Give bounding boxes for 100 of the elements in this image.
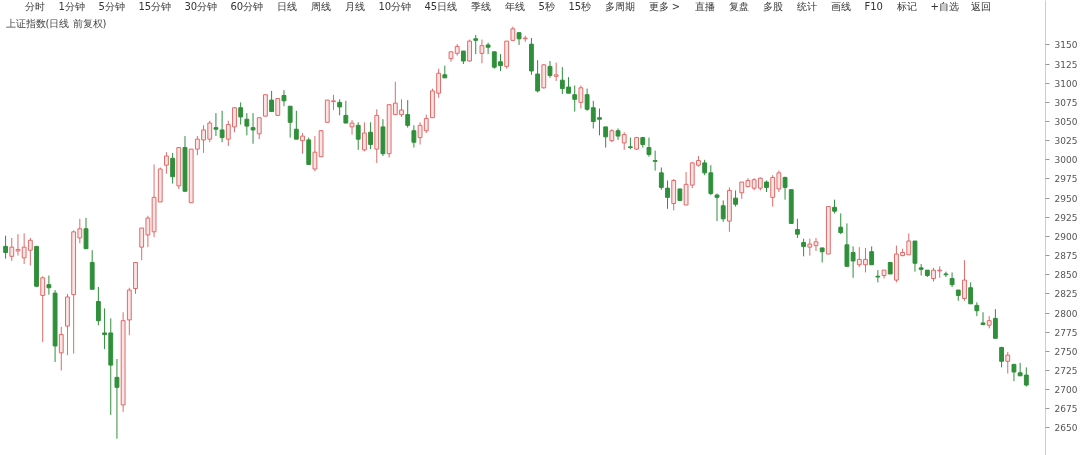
candlestick: [962, 259, 967, 302]
candlestick: [714, 193, 720, 222]
annotation: 月线: [344, 0, 365, 12]
candlestick: [213, 112, 219, 137]
candlestick: [219, 110, 225, 143]
candlestick: [3, 235, 9, 260]
candlestick: [968, 281, 974, 305]
candlestick: [671, 178, 677, 211]
y-tick-label: 2975: [1054, 174, 1078, 185]
candlestick: [58, 326, 64, 371]
candlestick: [40, 275, 46, 343]
y-tick-label: 2675: [1054, 404, 1078, 415]
y-tick-label: 2650: [1054, 423, 1078, 434]
annotation: 15分钟: [138, 0, 172, 12]
candlestick: [361, 121, 367, 152]
annotation: F10: [864, 0, 883, 12]
candlestick: [46, 274, 52, 296]
annotation: +自选: [930, 0, 959, 12]
annotation: 日线: [276, 0, 297, 12]
candlestick: [850, 245, 856, 279]
y-tick-label: 3100: [1054, 78, 1078, 89]
candlestick: [269, 90, 275, 113]
y-tick-label: 3000: [1054, 155, 1078, 166]
candlestick: [170, 152, 176, 185]
candlestick: [795, 218, 800, 239]
candlestick: [838, 212, 844, 235]
y-tick-label: 3025: [1054, 136, 1078, 147]
candlestick: [646, 137, 652, 158]
annotation: 年线: [504, 0, 525, 12]
annotation: 直播: [694, 0, 715, 12]
candlestick: [553, 62, 559, 82]
annotation: 画线: [830, 0, 851, 12]
annotation: 15秒: [568, 0, 592, 12]
y-tick-label: 2800: [1054, 308, 1078, 319]
annotation: 返回: [970, 0, 991, 12]
annotation: 更多 >: [648, 0, 681, 12]
candlestick: [992, 308, 998, 339]
y-tick-label: 2725: [1054, 365, 1078, 376]
candlestick: [485, 42, 491, 55]
annotation: 统计: [796, 0, 817, 12]
y-tick-label: 2700: [1054, 385, 1078, 396]
candlestick: [405, 99, 411, 129]
candlestick: [1011, 363, 1017, 382]
annotation: 5秒: [538, 0, 555, 12]
y-tick-label: 2825: [1054, 289, 1078, 300]
candlestick: [949, 271, 955, 288]
candlestick: [368, 121, 373, 150]
candlestick: [912, 240, 918, 273]
candlestick: [658, 166, 664, 191]
y-tick-label: 2900: [1054, 231, 1078, 242]
candlestick: [238, 101, 244, 126]
annotation: 多股: [762, 0, 783, 12]
candlestick: [244, 112, 250, 136]
candlestick: [875, 269, 881, 283]
candlestick: [572, 85, 578, 113]
candlestick: [708, 164, 714, 196]
annotation: 多周期: [604, 0, 635, 12]
y-tick-label: 2750: [1054, 346, 1078, 357]
annotation: 10分钟: [378, 0, 412, 12]
candlestick: [312, 135, 318, 172]
annotation: 45日线: [424, 0, 458, 12]
candlestick: [343, 100, 349, 124]
candlestick: [114, 358, 120, 440]
candlestick: [287, 105, 293, 139]
annotation: 30分钟: [184, 0, 218, 12]
annotation: 标记: [895, 0, 917, 12]
annotation: 5分钟: [98, 0, 125, 12]
candlestick: [541, 63, 547, 90]
candlestick: [665, 180, 670, 210]
text: 上证指数(日线 前复权): [5, 17, 107, 29]
candlestick: [869, 245, 875, 266]
y-tick-label: 2875: [1054, 251, 1078, 262]
candlestick: [411, 124, 417, 149]
candlestick: [720, 199, 726, 223]
candlestick: [578, 85, 584, 110]
candlestick: [83, 217, 89, 250]
annotation: 1分钟: [58, 0, 85, 12]
y-tick-label: 2850: [1054, 270, 1078, 281]
candlestick: [263, 94, 268, 117]
candlestick: [300, 132, 305, 155]
candlestick: [355, 121, 361, 151]
annotation: 周线: [310, 0, 331, 12]
candlestick: [250, 112, 256, 145]
annotation: 60分钟: [230, 0, 264, 12]
candlestick: [164, 151, 169, 175]
candlestick: [844, 222, 850, 267]
candlestick: [535, 59, 541, 93]
candlestick: [980, 311, 986, 326]
y-tick-label: 3125: [1054, 59, 1078, 70]
y-tick-label: 2925: [1054, 212, 1078, 223]
candlestick: [479, 39, 485, 64]
y-tick-label: 2775: [1054, 327, 1078, 338]
candlestick: [256, 117, 262, 140]
annotation: 分时: [24, 0, 45, 12]
annotation: 复盘: [728, 0, 749, 12]
candlestick: [943, 271, 949, 278]
candlestick: [473, 34, 479, 55]
candlestick: [349, 119, 355, 136]
candlestick: [95, 286, 101, 326]
y-tick-label: 3050: [1054, 117, 1078, 128]
